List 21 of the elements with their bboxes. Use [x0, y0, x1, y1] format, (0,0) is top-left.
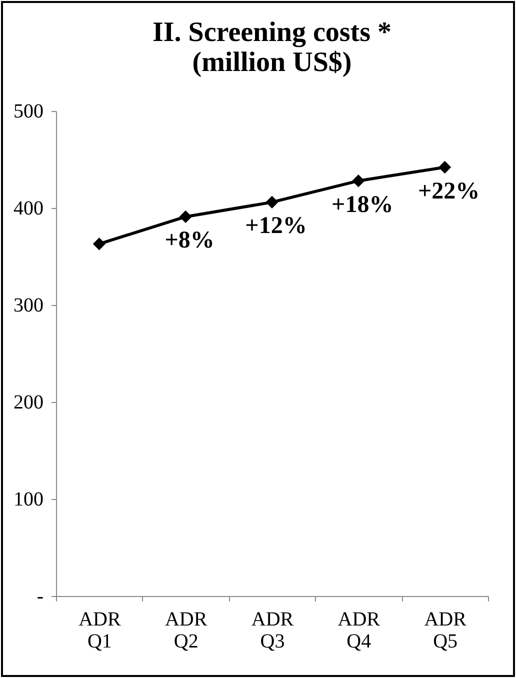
point	[266, 196, 278, 209]
y-tick-label: 400	[14, 198, 44, 220]
point	[438, 160, 452, 174]
y-tick-label: 300	[14, 294, 44, 316]
x-tick-label: ADR Q2	[164, 608, 208, 652]
point	[179, 210, 192, 224]
chart-title: II. Screening costs * (million US$)	[152, 17, 392, 78]
y-tick-label: -	[36, 586, 44, 608]
annotation: +12%	[245, 213, 307, 240]
annotation: +22%	[418, 178, 480, 204]
x-tick-label: ADR Q3	[251, 608, 294, 652]
y-tick-label: 500	[14, 100, 44, 122]
annotation: +8%	[164, 228, 214, 254]
x-tick-label: ADR Q1	[78, 608, 122, 652]
x-tick-label: ADR Q5	[424, 608, 468, 652]
point	[92, 238, 106, 250]
y-tick-label: 200	[14, 392, 44, 414]
annotation: +18%	[332, 192, 394, 218]
point	[352, 174, 365, 188]
y-tick-label: 100	[14, 488, 44, 510]
x-tick-label: ADR Q4	[338, 608, 381, 652]
